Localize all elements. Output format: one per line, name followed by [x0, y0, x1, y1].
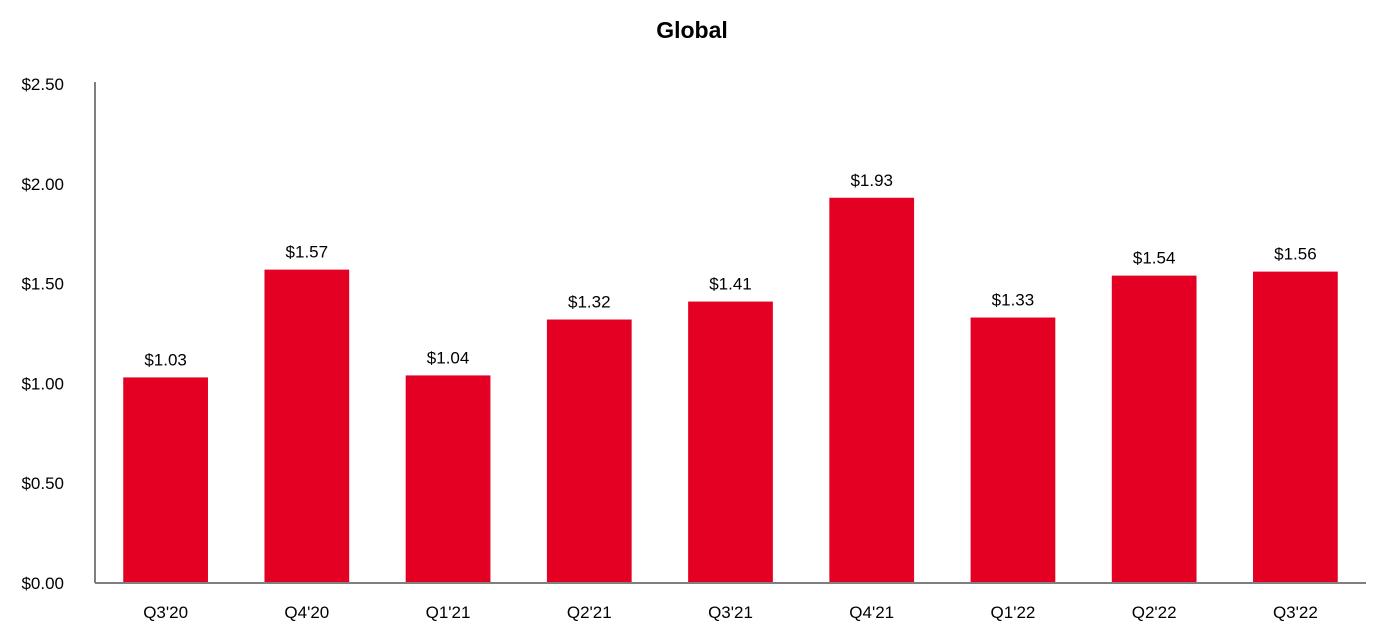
bar: [688, 301, 773, 583]
x-tick-label: Q3'20: [143, 603, 188, 622]
data-label: $1.56: [1274, 245, 1317, 264]
bar: [264, 269, 350, 583]
data-label: $1.04: [427, 348, 470, 367]
data-label: $1.03: [144, 350, 187, 369]
data-label: $1.57: [286, 243, 329, 262]
bar: [405, 375, 491, 583]
bars: [123, 197, 1338, 583]
y-axis-ticks: $0.00 $0.50 $1.00 $1.50 $2.00 $2.50: [21, 75, 64, 593]
y-tick-label: $2.00: [21, 175, 64, 194]
y-tick-label: $2.50: [21, 75, 64, 94]
x-axis-ticks: Q3'20 Q4'20 Q1'21 Q2'21 Q3'21 Q4'21 Q1'22 Q2'22…: [143, 603, 1318, 622]
bar: [1111, 275, 1197, 583]
x-tick-label: Q2'22: [1132, 603, 1177, 622]
data-label: $1.32: [568, 293, 611, 312]
x-tick-label: Q3'22: [1273, 603, 1318, 622]
bar: [123, 377, 208, 583]
y-tick-label: $1.50: [21, 275, 64, 294]
y-tick-label: $0.50: [21, 474, 64, 493]
data-label: $1.41: [709, 275, 752, 294]
x-tick-label: Q4'20: [284, 603, 329, 622]
data-label: $1.33: [992, 291, 1035, 310]
bar: [829, 197, 915, 583]
data-label: $1.54: [1133, 249, 1176, 268]
x-tick-label: Q4'21: [849, 603, 894, 622]
chart-title: Global: [656, 17, 728, 43]
x-tick-label: Q3'21: [708, 603, 753, 622]
x-tick-label: Q1'21: [426, 603, 471, 622]
bar: [546, 319, 632, 583]
bar: [970, 317, 1056, 583]
bar: [1253, 271, 1338, 583]
data-label: $1.93: [850, 171, 893, 190]
x-tick-label: Q2'21: [567, 603, 612, 622]
y-tick-label: $0.00: [21, 574, 64, 593]
x-tick-label: Q1'22: [991, 603, 1036, 622]
y-tick-label: $1.00: [21, 374, 64, 393]
data-labels: $1.03 $1.57 $1.04 $1.32 $1.41 $1.93 $1.33 $1.54…: [144, 171, 1316, 370]
